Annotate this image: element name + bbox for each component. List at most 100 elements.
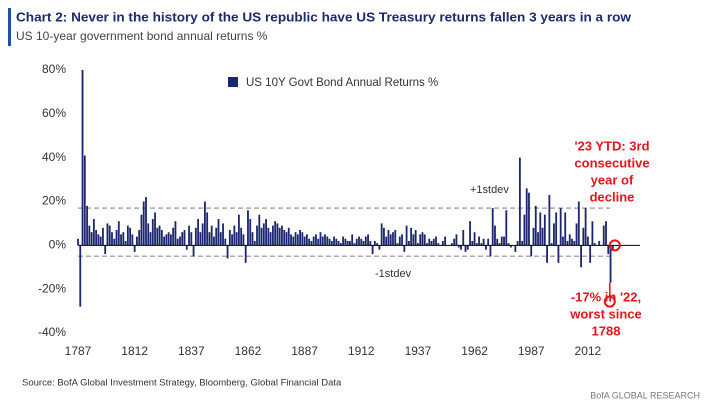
bar [213, 236, 215, 246]
bar [571, 238, 573, 246]
bar [290, 234, 292, 246]
bar [319, 232, 322, 246]
reference-label: +1stdev [470, 184, 509, 196]
bar [315, 234, 317, 246]
bar [172, 227, 175, 246]
bar [215, 227, 218, 246]
bar [142, 201, 145, 246]
y-tick-label: 40% [42, 150, 66, 164]
bar [120, 234, 122, 246]
bar [451, 243, 453, 246]
bar [310, 240, 313, 246]
bar [344, 238, 347, 246]
bar [267, 227, 270, 246]
annotation-text: decline [590, 189, 635, 204]
bar [575, 223, 578, 246]
annotation-text: 1788 [592, 323, 621, 338]
bar [269, 232, 272, 246]
bar [455, 234, 458, 246]
bar [108, 225, 111, 246]
bar [602, 225, 605, 246]
bar [299, 229, 301, 246]
x-tick-label: 1812 [121, 344, 148, 358]
bar [328, 238, 331, 246]
bar [113, 238, 116, 246]
bar [317, 238, 320, 246]
bar [362, 240, 365, 246]
bar [147, 223, 150, 246]
bar [543, 214, 546, 246]
source-note: Source: BofA Global Investment Strategy,… [22, 378, 342, 389]
bar [305, 234, 308, 246]
bar [335, 238, 338, 246]
bar [471, 240, 474, 246]
bar [546, 245, 548, 263]
bar [355, 238, 358, 246]
annotation-text: '23 YTD: 3rd [574, 138, 649, 153]
bar [389, 234, 392, 246]
bar [539, 212, 542, 246]
bar [378, 245, 381, 250]
bar [591, 221, 594, 246]
bar [509, 245, 512, 248]
bar [185, 245, 188, 250]
y-tick-label: 20% [42, 194, 66, 208]
bar [115, 229, 118, 246]
bar [149, 232, 152, 246]
bar [500, 236, 503, 246]
bar [104, 245, 107, 255]
legend-swatch [228, 77, 238, 87]
bar [208, 232, 211, 246]
bar [573, 240, 576, 246]
bar [276, 223, 279, 246]
bar [605, 221, 607, 246]
bar [258, 214, 261, 246]
bar [321, 236, 324, 246]
bar [199, 232, 202, 246]
bar [487, 238, 490, 246]
bar [124, 240, 127, 246]
bar [294, 232, 297, 246]
bar [441, 240, 444, 246]
bar [117, 221, 120, 246]
bar [383, 227, 385, 246]
bar [95, 229, 98, 246]
bar [521, 240, 524, 246]
bar [77, 238, 79, 246]
bar [79, 245, 82, 307]
bar [102, 227, 104, 246]
bar [550, 243, 553, 246]
bar [462, 229, 465, 246]
bar [83, 155, 86, 246]
bar [394, 229, 397, 246]
bar [525, 188, 528, 246]
bar [287, 227, 290, 246]
bar [226, 245, 229, 259]
bar [156, 227, 159, 246]
bar [131, 234, 134, 246]
bar [460, 245, 462, 250]
bar [478, 236, 481, 246]
bar [88, 225, 91, 246]
bar [274, 221, 277, 246]
bar [163, 236, 166, 246]
bar [253, 240, 256, 246]
bar [414, 229, 417, 246]
bar [562, 236, 564, 246]
chart-subtitle: US 10-year government bond annual return… [16, 29, 268, 43]
bar [428, 238, 431, 246]
bar [346, 240, 349, 246]
bar [593, 243, 596, 246]
bar [480, 243, 483, 246]
bar [219, 232, 222, 246]
bar [385, 236, 388, 246]
bar [167, 232, 170, 246]
bar [494, 225, 496, 246]
bar [489, 245, 492, 257]
x-tick-label: 1937 [405, 344, 432, 358]
bar [423, 234, 426, 246]
y-tick-label: 80% [42, 62, 66, 76]
bar [609, 245, 612, 283]
bar [371, 245, 374, 255]
bar [457, 245, 460, 248]
